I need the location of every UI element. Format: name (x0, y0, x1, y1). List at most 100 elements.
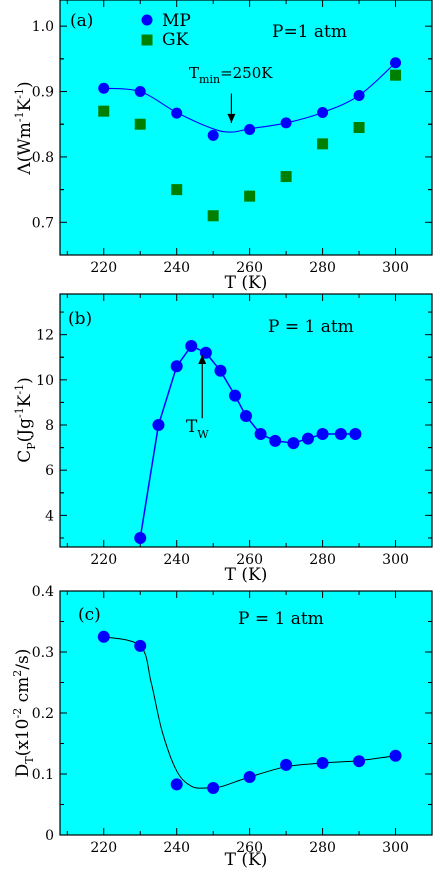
mp-data-point (134, 531, 147, 544)
x-tick-label: 300 (382, 552, 409, 568)
y-tick-label: 0.2 (32, 706, 54, 722)
mp-data-point (97, 630, 110, 643)
mp-data-point (152, 419, 165, 432)
legend-mp-marker (141, 14, 153, 26)
panel-b-label: (b) (68, 309, 92, 329)
x-tick-label: 280 (309, 260, 336, 276)
panel-b-ylabel: CP(Jg-1K-1) (13, 377, 38, 463)
y-tick-label: 4 (45, 508, 54, 524)
mp-data-point (280, 117, 292, 129)
y-tick-label: 8 (45, 418, 54, 434)
gk-data-point (317, 138, 329, 150)
panel-a-axes: 220 240 260 280 300 0.7 0.8 0.9 1.0 (32, 0, 433, 276)
mp-data-point (269, 434, 282, 447)
y-tick-label: 0 (45, 828, 54, 844)
mp-data-point (254, 428, 267, 441)
mp-data-point (316, 757, 329, 770)
y-tick-label: 0.8 (32, 150, 54, 166)
panel-a-pressure-note: P=1 atm (272, 22, 347, 42)
arrow-head (198, 354, 207, 364)
panel-c-pressure-note: P = 1 atm (238, 609, 324, 629)
panel-b-tw-arrow (198, 354, 207, 419)
mp-data-point (207, 782, 220, 795)
panel-a-tmin-arrow (227, 93, 236, 123)
x-tick-label: 280 (309, 840, 336, 856)
legend-gk-label: GK (162, 30, 189, 50)
x-tick-label: 260 (236, 260, 263, 276)
legend: MP GK (141, 11, 191, 50)
gk-data-point (280, 171, 292, 183)
x-tick-label: 260 (236, 552, 263, 568)
mp-data-point (134, 639, 147, 652)
mp-data-point (214, 364, 227, 377)
mp-data-point (171, 107, 183, 119)
gk-data-point (390, 69, 402, 81)
mp-data-point (287, 437, 300, 450)
y-tick-label: 12 (36, 328, 54, 344)
panel-b-axes: 220 240 260 280 300 4 6 8 10 12 (36, 294, 433, 568)
panel-b-tw-annotation: TW (186, 417, 209, 441)
legend-mp-label: MP (162, 11, 191, 31)
y-tick-label: 0.9 (32, 85, 54, 101)
legend-gk-marker (141, 34, 153, 46)
gk-data-point (98, 105, 110, 117)
x-tick-label: 240 (163, 260, 190, 276)
panel-c-xlabel: T (K) (225, 850, 268, 870)
mp-data-point (170, 778, 183, 791)
y-tick-label: 0.3 (32, 645, 54, 661)
panel-a-tmin-annotation: Tmin=250K (189, 64, 273, 86)
mp-data-point (316, 428, 329, 441)
mp-data-point (185, 339, 198, 352)
panel-b-xlabel: T (K) (225, 565, 268, 585)
mp-data-point (353, 89, 365, 101)
y-tick-label: 10 (36, 373, 54, 389)
mp-data-point (199, 346, 212, 359)
panel-c-plot-area (59, 590, 433, 836)
mp-fit-line (103, 62, 396, 133)
mp-data-point (389, 749, 402, 762)
panel-c-marks (97, 630, 402, 795)
x-tick-label: 300 (382, 840, 409, 856)
mp-data-point (98, 82, 110, 94)
mp-data-point (243, 771, 256, 784)
x-tick-label: 220 (90, 552, 117, 568)
y-tick-label: 6 (45, 463, 54, 479)
gk-data-point (171, 184, 183, 196)
mp-data-point (229, 389, 242, 402)
y-tick-label: 0.1 (32, 767, 54, 783)
mp-data-point (244, 123, 256, 135)
panel-a-marks (98, 57, 402, 222)
panel-c-ylabel: DT(x10-2 cm2/s) (11, 649, 36, 778)
mp-data-point (353, 755, 366, 768)
mp-data-point (240, 409, 252, 422)
y-tick-label: 0.7 (32, 215, 54, 231)
y-tick-label: 0.4 (32, 584, 54, 600)
panel-a-ylabel: Λ(Wm-1K-1) (13, 81, 35, 175)
gk-data-point (134, 118, 146, 130)
mp-data-point (302, 432, 314, 445)
x-tick-label: 240 (163, 552, 190, 568)
x-tick-label: 260 (236, 840, 263, 856)
mp-data-point (170, 360, 183, 373)
mp-data-point (349, 428, 362, 441)
panel-c-axes: 220 240 260 280 300 0 0.1 0.2 0.3 0.4 (32, 584, 433, 856)
x-tick-label: 220 (90, 840, 117, 856)
gk-data-point (244, 190, 256, 202)
arrow-head (227, 113, 236, 123)
panel-c: 220 240 260 280 300 0 0.1 0.2 0.3 0.4 (c) P = 1 a… (11, 584, 433, 870)
x-tick-label: 220 (90, 260, 117, 276)
panel-a-label: (a) (70, 11, 93, 31)
mp-data-point (317, 106, 329, 118)
panel-c-label: (c) (78, 605, 101, 625)
gk-data-point (207, 210, 219, 222)
y-tick-label: 1.0 (32, 19, 54, 35)
panel-a-xlabel: T (K) (225, 273, 268, 293)
panel-b-pressure-note: P = 1 atm (268, 317, 354, 337)
x-tick-label: 280 (309, 552, 336, 568)
mp-data-point (280, 758, 293, 771)
mp-data-point (207, 129, 219, 141)
gk-data-point (353, 122, 365, 133)
